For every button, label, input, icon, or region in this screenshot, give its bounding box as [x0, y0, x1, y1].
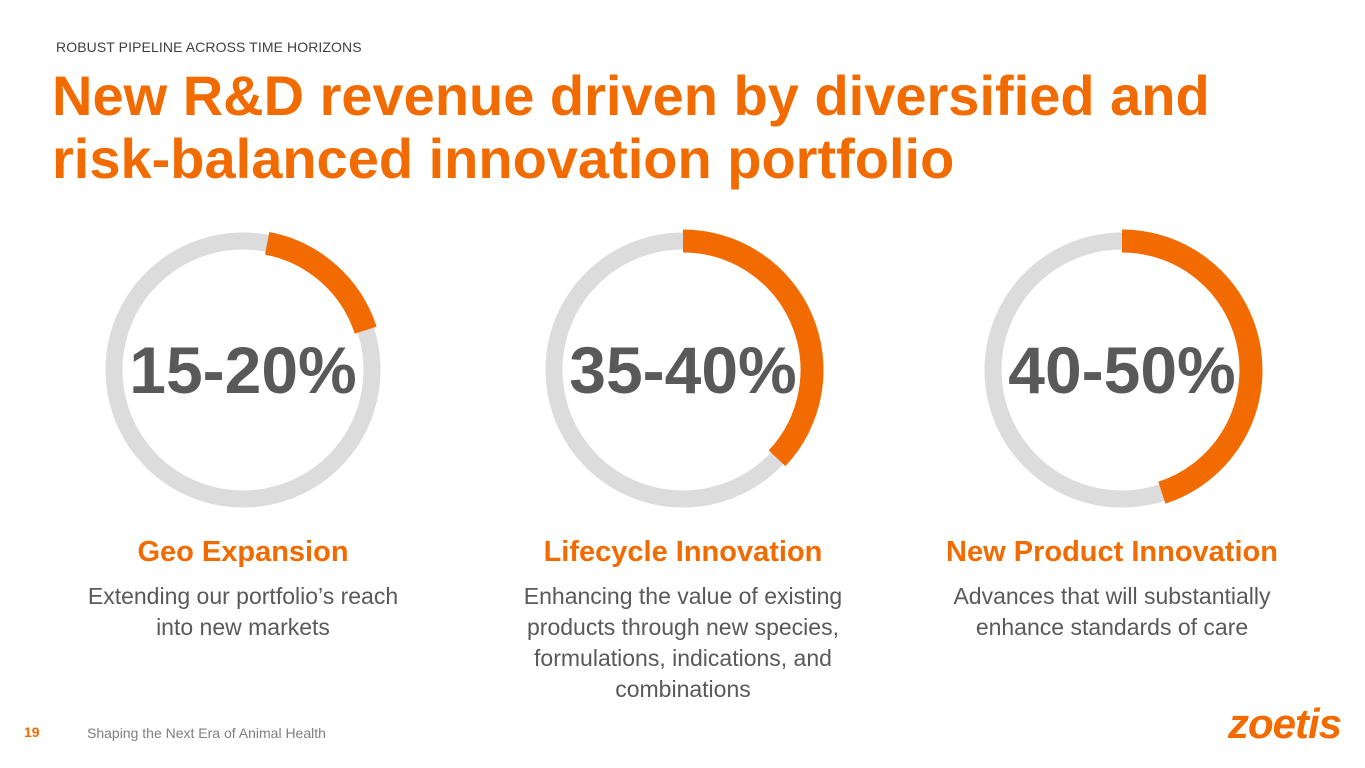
- percent-label: 15-20%: [129, 333, 357, 407]
- column-geo-expansion: Geo Expansion Extending our portfolio’s …: [33, 533, 453, 643]
- donut-new-product-innovation: 40-50%: [977, 225, 1267, 515]
- percent-label: 40-50%: [1008, 333, 1236, 407]
- column-heading: Geo Expansion: [137, 536, 349, 568]
- zoetis-logo: zoetis: [1228, 700, 1342, 747]
- donut-svg: [984, 229, 1263, 508]
- column-heading: Lifecycle Innovation: [543, 536, 823, 568]
- donut-lifecycle-innovation: 35-40%: [538, 225, 828, 515]
- ring-fill-arc: [1121, 229, 1263, 504]
- column-description: Advances that will substantially enhance…: [953, 583, 1271, 640]
- slide-title: New R&D revenue driven by diversified an…: [52, 64, 1210, 190]
- column-heading: New Product Innovation: [946, 536, 1278, 568]
- footer-text: Shaping the Next Era of Animal Health: [87, 725, 326, 741]
- column-lifecycle-innovation: Lifecycle Innovation Enhancing the value…: [473, 533, 893, 705]
- page-number: 19: [24, 724, 40, 740]
- ring-fill-arc: [682, 229, 824, 467]
- ring-fill-arc: [264, 231, 377, 334]
- percent-label: 35-40%: [569, 333, 797, 407]
- ring-track: [105, 232, 381, 508]
- slide-kicker: ROBUST PIPELINE ACROSS TIME HORIZONS: [56, 39, 362, 55]
- column-new-product-innovation: New Product Innovation Advances that wil…: [902, 533, 1322, 643]
- donut-geo-expansion: 15-20%: [98, 225, 388, 515]
- donut-svg: [105, 231, 381, 508]
- column-description: Extending our portfolio’s reach into new…: [87, 583, 399, 640]
- column-description: Enhancing the value of existing products…: [523, 583, 843, 702]
- donut-svg: [545, 229, 824, 508]
